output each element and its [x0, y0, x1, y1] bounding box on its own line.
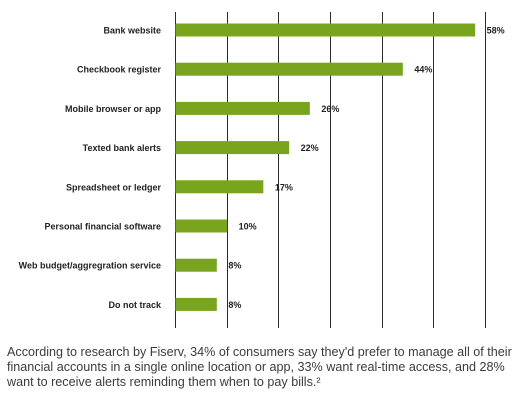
bar [175, 219, 228, 233]
bar [175, 62, 403, 76]
data-label: 44% [414, 65, 432, 75]
bar [175, 180, 264, 194]
bar [175, 258, 217, 272]
caption-text: According to research by Fiserv, 34% of … [7, 345, 512, 389]
category-label: Mobile browser or app [65, 104, 162, 114]
bar [175, 23, 476, 37]
data-label: 58% [487, 26, 505, 36]
data-label: 22% [301, 143, 319, 153]
data-label: 8% [228, 300, 241, 310]
category-label: Bank website [103, 26, 161, 36]
category-label: Do not track [108, 300, 162, 310]
category-label: Personal financial software [44, 222, 161, 232]
bars [175, 23, 476, 311]
category-label: Texted bank alerts [83, 143, 161, 153]
gridlines [175, 12, 486, 328]
value-labels: 58% 44% 26% 22% 17% 10% 8% 8% [228, 26, 504, 310]
data-label: 17% [275, 182, 293, 192]
category-label: Checkbook register [77, 65, 162, 75]
data-label: 26% [321, 104, 339, 114]
data-label: 8% [228, 261, 241, 271]
bar [175, 141, 290, 155]
category-label: Web budget/aggregration service [19, 261, 161, 271]
category-label: Spreadsheet or ledger [66, 182, 162, 192]
bar [175, 297, 217, 311]
bar-chart: Bank website Checkbook register Mobile bro… [19, 12, 505, 328]
data-label: 10% [239, 222, 257, 232]
bar [175, 101, 310, 115]
category-labels: Bank website Checkbook register Mobile bro… [19, 26, 162, 310]
